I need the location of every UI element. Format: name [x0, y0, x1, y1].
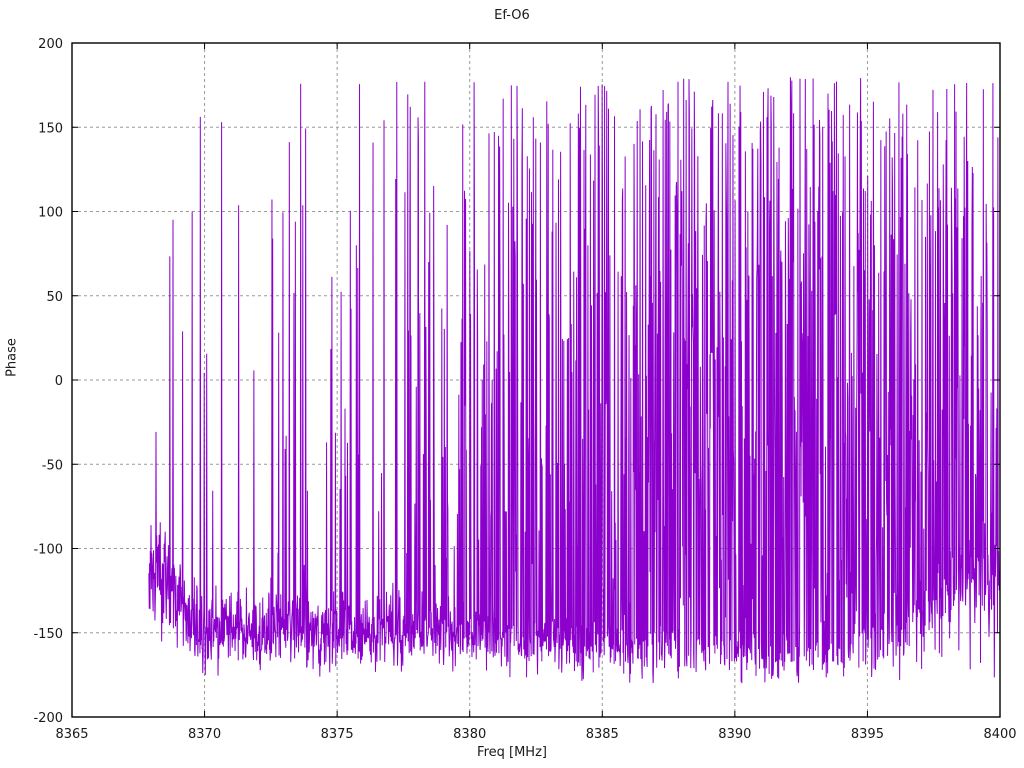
svg-text:8365: 8365 — [55, 727, 88, 742]
svg-text:-100: -100 — [33, 543, 63, 558]
axis-ticks — [71, 42, 1001, 718]
svg-text:8380: 8380 — [453, 727, 486, 742]
svg-text:8375: 8375 — [321, 727, 354, 742]
x-axis-label: Freq [MHz] — [477, 745, 547, 760]
data-series — [148, 77, 1000, 684]
chart-title: Ef-O6 — [494, 8, 530, 23]
svg-text:8385: 8385 — [586, 727, 619, 742]
svg-text:200: 200 — [38, 37, 63, 52]
svg-text:0: 0 — [55, 374, 63, 389]
svg-text:150: 150 — [38, 121, 63, 136]
svg-text:-50: -50 — [42, 458, 63, 473]
svg-text:8395: 8395 — [851, 727, 884, 742]
svg-text:50: 50 — [46, 290, 63, 305]
svg-text:-200: -200 — [33, 711, 63, 726]
svg-text:8390: 8390 — [718, 727, 751, 742]
svg-text:8400: 8400 — [983, 727, 1016, 742]
svg-text:100: 100 — [38, 206, 63, 221]
svg-text:8370: 8370 — [188, 727, 221, 742]
svg-text:-150: -150 — [33, 627, 63, 642]
